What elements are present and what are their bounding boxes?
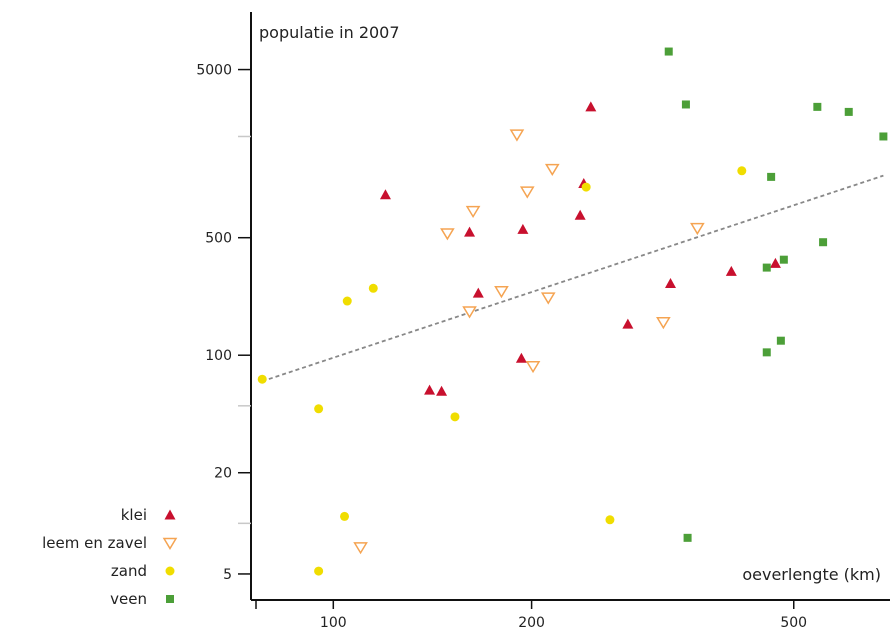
- point-klei-2: [436, 385, 448, 396]
- series-veen: [664, 47, 888, 542]
- series-zand: [257, 166, 747, 576]
- point-leem-en-zavel-9: [544, 163, 560, 177]
- point-leem-en-zavel-4: [494, 286, 509, 299]
- point-veen-4: [762, 263, 771, 272]
- y-tick-label-3: 500: [205, 231, 232, 247]
- point-leem-en-zavel-0: [353, 542, 368, 555]
- point-veen-1: [681, 100, 690, 109]
- point-veen-11: [879, 132, 888, 141]
- legend-marker-3: [166, 595, 174, 603]
- point-leem-en-zavel-6: [519, 186, 535, 199]
- legend-label-1: leem en zavel: [42, 534, 147, 552]
- point-leem-en-zavel-11: [690, 222, 705, 236]
- point-klei-7: [574, 209, 586, 220]
- series-klei: [379, 101, 781, 396]
- point-leem-en-zavel-2: [462, 306, 477, 319]
- x-tick-label-2: 500: [780, 615, 807, 630]
- data-points: [257, 47, 888, 576]
- point-zand-0: [257, 374, 267, 384]
- point-veen-0: [664, 47, 673, 56]
- point-klei-6: [517, 223, 529, 234]
- point-leem-en-zavel-3: [465, 205, 481, 219]
- point-zand-3: [340, 511, 350, 521]
- x-tick-label-1: 200: [518, 615, 545, 630]
- y-tick-label-4: 5000: [196, 63, 232, 79]
- point-veen-3: [762, 348, 771, 357]
- trendline: [261, 174, 884, 383]
- point-zand-1: [314, 566, 324, 576]
- x-tick-label-0: 100: [320, 615, 347, 630]
- point-klei-11: [664, 278, 676, 289]
- legend-marker-1: [162, 537, 178, 550]
- point-veen-9: [819, 238, 828, 247]
- point-veen-8: [813, 102, 822, 111]
- legend: klei leem en zavel zand veen: [42, 506, 178, 608]
- x-axis-title: oeverlengte (km): [742, 565, 881, 584]
- point-veen-6: [776, 336, 785, 345]
- point-leem-en-zavel-7: [525, 360, 541, 374]
- point-veen-7: [779, 255, 788, 264]
- point-klei-1: [424, 384, 436, 395]
- point-klei-12: [725, 265, 737, 276]
- point-zand-5: [368, 283, 378, 293]
- y-ticks: 5 20 100 500 5000: [196, 63, 251, 583]
- point-zand-7: [581, 182, 591, 192]
- legend-label-2: zand: [111, 562, 147, 580]
- y-tick-label-0: 5: [223, 567, 232, 583]
- point-zand-8: [605, 515, 615, 525]
- legend-label-3: veen: [110, 590, 147, 608]
- point-leem-en-zavel-10: [656, 317, 671, 330]
- point-zand-9: [737, 166, 747, 176]
- point-klei-0: [379, 189, 391, 200]
- point-klei-5: [515, 352, 527, 363]
- y-tick-label-1: 20: [214, 466, 232, 482]
- point-klei-10: [622, 318, 634, 329]
- legend-marker-2: [165, 566, 175, 576]
- point-klei-13: [769, 257, 781, 268]
- y-tick-label-2: 100: [205, 348, 232, 364]
- x-ticks: 100 200 500: [255, 600, 807, 630]
- series-leem-en-zavel: [353, 129, 705, 555]
- point-leem-en-zavel-1: [440, 228, 455, 241]
- legend-marker-0: [164, 509, 176, 520]
- point-klei-9: [585, 101, 597, 112]
- point-leem-en-zavel-8: [540, 292, 556, 305]
- point-zand-4: [342, 296, 352, 306]
- point-veen-10: [844, 107, 853, 116]
- point-klei-4: [472, 287, 484, 298]
- y-axis-title: populatie in 2007: [259, 23, 400, 42]
- point-zand-2: [314, 404, 324, 414]
- point-veen-2: [683, 533, 692, 542]
- point-klei-3: [464, 226, 476, 237]
- legend-label-0: klei: [121, 506, 147, 524]
- point-veen-5: [767, 172, 776, 181]
- axes: [250, 12, 890, 601]
- point-leem-en-zavel-5: [509, 129, 525, 142]
- point-zand-6: [450, 412, 460, 422]
